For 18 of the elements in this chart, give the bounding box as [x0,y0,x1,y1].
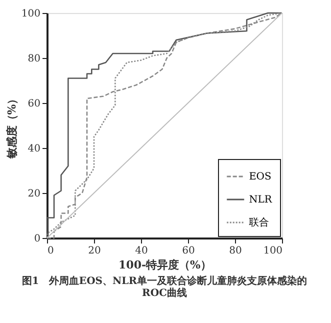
legend-label: 联合 [249,216,269,228]
text: 图1 外周血EOS、NLR单一及联合诊断儿童肺炎支原体感染的ROC曲线 [22,275,307,299]
x-tick-label: 20 [88,246,101,256]
x-axis-title: 100-特异度（%） [118,258,212,272]
y-tick-label: 40 [28,144,40,154]
x-tick-label: 40 [135,246,148,256]
y-tick-label: 80 [28,54,40,64]
x-tick-label: 80 [229,246,242,256]
y-tick-label: 100 [21,8,40,20]
y-tick-label: 20 [28,188,40,200]
y-tick-label: 0 [34,234,40,244]
x-tick-label: 60 [182,246,195,256]
x-tick-label: 0 [48,246,54,256]
legend-label: NLR [249,194,272,206]
legend-label: EOS [249,172,272,182]
y-tick-label: 60 [28,98,40,110]
y-axis-title: 敏感度（%） [5,93,18,160]
x-tick-label: 100 [263,246,282,256]
